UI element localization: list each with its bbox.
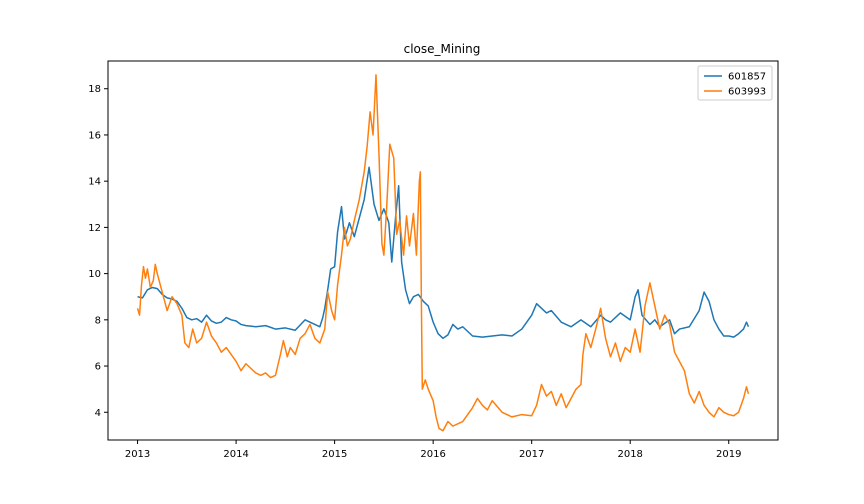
y-axis: 4 6 8 10 12 14 16 18 — [88, 84, 108, 419]
series-layer — [136, 74, 750, 432]
y-tick-label: 18 — [88, 84, 101, 95]
y-tick-label: 16 — [88, 130, 101, 141]
series-line-1 — [136, 74, 750, 432]
x-axis: 2013 2014 2015 2016 2017 2018 2019 — [125, 440, 741, 460]
y-tick-label: 8 — [95, 315, 101, 326]
legend-label: 601857 — [728, 72, 766, 83]
x-tick-label: 2019 — [716, 449, 741, 460]
x-tick-label: 2016 — [420, 449, 445, 460]
y-tick-label: 12 — [88, 223, 101, 234]
chart-title: close_Mining — [404, 42, 481, 56]
x-tick-label: 2018 — [617, 449, 642, 460]
x-tick-label: 2014 — [223, 449, 248, 460]
y-tick-label: 10 — [88, 269, 101, 280]
y-tick-label: 6 — [95, 362, 101, 373]
y-tick-label: 14 — [88, 177, 101, 188]
x-tick-label: 2017 — [519, 449, 544, 460]
x-tick-label: 2013 — [125, 449, 150, 460]
y-tick-label: 4 — [95, 408, 101, 419]
legend: 601857 603993 — [697, 65, 773, 101]
x-tick-label: 2015 — [322, 449, 347, 460]
legend-label: 603993 — [728, 87, 766, 98]
plot-frame — [107, 60, 779, 441]
series-line-0 — [137, 166, 750, 340]
